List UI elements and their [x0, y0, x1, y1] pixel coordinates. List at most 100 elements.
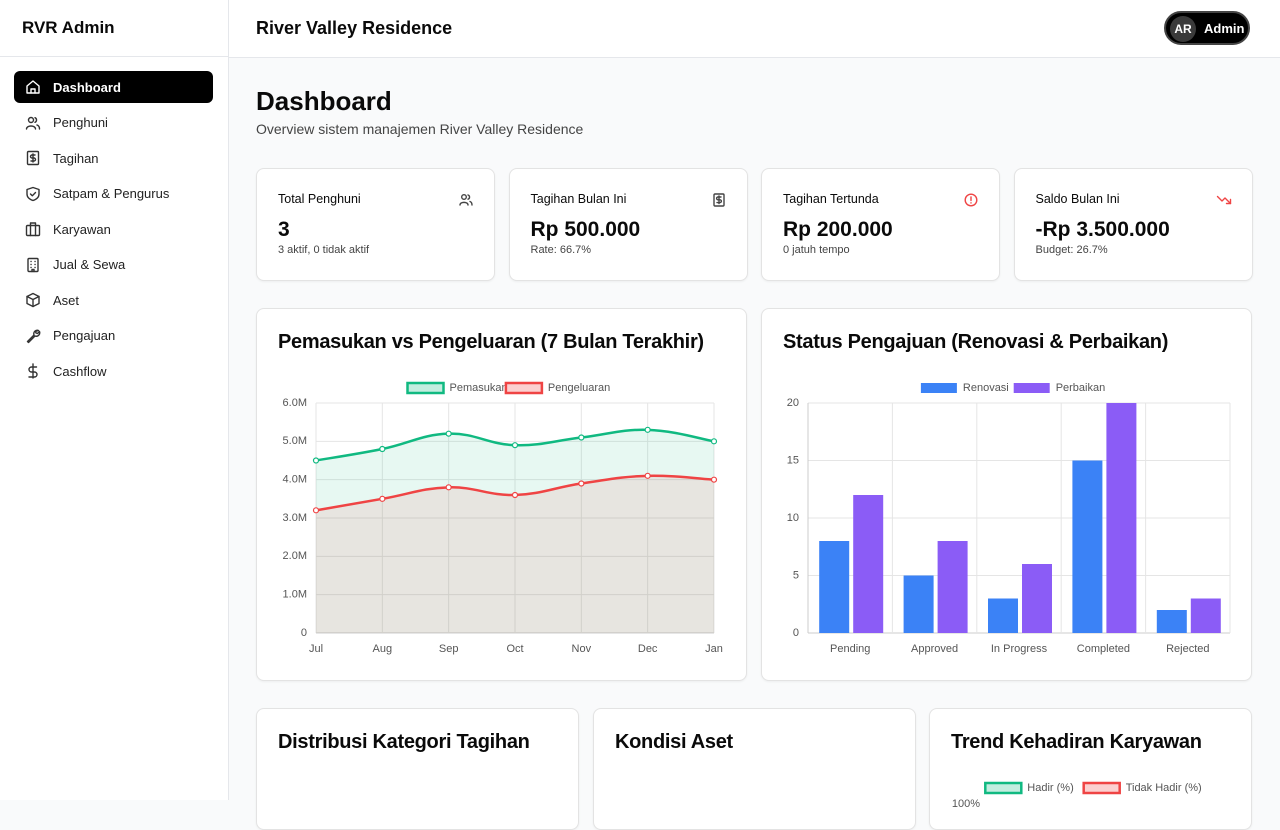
nav-item[interactable]: Dashboard — [14, 71, 213, 103]
nav-label: Tagihan — [53, 150, 99, 166]
bar — [1072, 460, 1103, 633]
chart-card: Pemasukan vs Pengeluaran (7 Bulan Terakh… — [256, 308, 747, 681]
stat-label: Saldo Bulan Ini — [1035, 192, 1120, 206]
legend-label: Perbaikan — [1056, 382, 1106, 394]
legend-label: Tidak Hadir (%) — [1126, 782, 1202, 794]
nav-label: Cashflow — [53, 363, 107, 379]
chart-card: Trend Kehadiran Karyawan Hadir (%) Tidak … — [929, 708, 1252, 830]
bar — [819, 541, 850, 633]
icon — [964, 193, 978, 207]
x-tick-label: Dec — [638, 643, 658, 655]
stat-note: Budget: 26.7% — [1035, 244, 1108, 256]
nav-label: Jual & Sewa — [53, 257, 126, 272]
y-tick-label: 2.0M — [283, 550, 307, 562]
user-name: Admin — [1204, 21, 1245, 36]
bar — [988, 598, 1018, 633]
stat-card: Total Penghuni 3 3 aktif, 0 tidak aktif — [256, 168, 495, 281]
chart: Hadir (%) Tidak Hadir (%)100% — [952, 781, 1202, 810]
nav-label: Pengajuan — [53, 328, 116, 343]
x-tick-label: Approved — [911, 643, 958, 655]
user-menu[interactable]: AR Admin — [1164, 11, 1250, 45]
point — [710, 476, 718, 483]
y-tick-label: 0 — [793, 627, 799, 639]
panel-title: Distribusi Kategori Tagihan — [278, 731, 530, 753]
y-tick-label: 5 — [793, 569, 799, 581]
x-tick-label: Completed — [1077, 643, 1130, 655]
nav-label: Dashboard — [53, 79, 121, 95]
legend-swatch — [504, 381, 544, 395]
x-tick-label: Oct — [506, 643, 523, 655]
y-tick-label: 4.0M — [283, 474, 307, 486]
stat-label: Tagihan Tertunda — [783, 192, 879, 206]
nav-item[interactable]: Karyawan — [14, 213, 213, 245]
page-subtitle: Overview sistem manajemen River Valley R… — [256, 121, 584, 137]
point — [710, 438, 718, 445]
bar — [1022, 564, 1052, 633]
icon — [26, 329, 41, 343]
stat-note: Rate: 66.7% — [530, 244, 592, 256]
icon — [25, 116, 41, 130]
stat-card: Tagihan Bulan Ini Rp 500.000 Rate: 66.7% — [508, 168, 748, 281]
bar — [1106, 403, 1137, 633]
y-tick-label: 6.0M — [283, 397, 307, 409]
nav-item[interactable]: Aset — [14, 284, 213, 316]
x-tick-label: Rejected — [1166, 643, 1209, 655]
icon — [1216, 195, 1231, 205]
nav-item[interactable]: Satpam & Pengurus — [14, 178, 213, 210]
chart-title: Trend Kehadiran Karyawan — [951, 731, 1202, 753]
x-tick-label: In Progress — [991, 643, 1048, 655]
bar — [1156, 610, 1187, 633]
y-tick-label: 0 — [301, 627, 307, 639]
area — [316, 429, 714, 633]
y-tick-label: 10 — [787, 512, 799, 524]
stat-card: Saldo Bulan Ini -Rp 3.500.000 Budget: 26.7… — [1013, 168, 1253, 281]
point — [312, 457, 320, 464]
icon — [28, 363, 38, 379]
stat-value: Rp 200.000 — [783, 218, 893, 241]
area — [316, 475, 714, 633]
icon — [27, 257, 39, 272]
chart: Pemasukan Pengeluaran 0 1.0M 2.0M 3.0M 4.0M 5.0… — [283, 381, 723, 655]
divider — [0, 56, 228, 57]
icon — [26, 186, 40, 201]
nav-item[interactable]: Penghuni — [14, 107, 213, 139]
legend-swatch — [406, 381, 445, 395]
icon — [26, 150, 40, 166]
nav-label: Aset — [53, 292, 80, 308]
site-title: River Valley Residence — [256, 18, 453, 38]
x-tick-label: Jul — [309, 643, 323, 655]
stat-note: 3 aktif, 0 tidak aktif — [278, 244, 370, 256]
x-tick-label: Nov — [572, 643, 592, 655]
nav-item[interactable]: Jual & Sewa — [14, 249, 213, 281]
avatar: AR — [1170, 16, 1196, 42]
point — [445, 430, 452, 437]
legend-label: Pengeluaran — [548, 382, 610, 394]
icon — [712, 193, 725, 207]
stat-label: Total Penghuni — [278, 192, 361, 206]
bar — [937, 541, 968, 633]
nav-label: Penghuni — [53, 115, 108, 130]
stat-value: 3 — [278, 218, 290, 241]
x-tick-label: Aug — [373, 643, 393, 655]
legend-label: Hadir (%) — [1027, 782, 1073, 794]
x-tick-label: Pending — [830, 643, 870, 655]
legend-swatch — [920, 383, 957, 393]
nav-item[interactable]: Cashflow — [14, 355, 213, 387]
chart-card: Status Pengajuan (Renovasi & Perbaikan) … — [761, 308, 1252, 681]
bar — [853, 495, 884, 633]
bar — [903, 575, 934, 633]
nav-item[interactable]: Pengajuan — [14, 320, 213, 352]
point — [379, 495, 386, 502]
nav-item[interactable]: Tagihan — [14, 142, 213, 174]
y-tick-label: 15 — [787, 454, 799, 466]
legend-swatch — [1013, 383, 1050, 393]
panel-title: Kondisi Aset — [615, 731, 733, 753]
bar — [1190, 598, 1221, 633]
icon — [26, 80, 40, 94]
topbar: River Valley Residence AR Admin — [229, 0, 1280, 58]
legend-label: Pemasukan — [450, 382, 508, 394]
brand[interactable]: RVR Admin — [22, 18, 115, 37]
point — [379, 445, 386, 453]
legend-swatch — [1082, 781, 1121, 795]
